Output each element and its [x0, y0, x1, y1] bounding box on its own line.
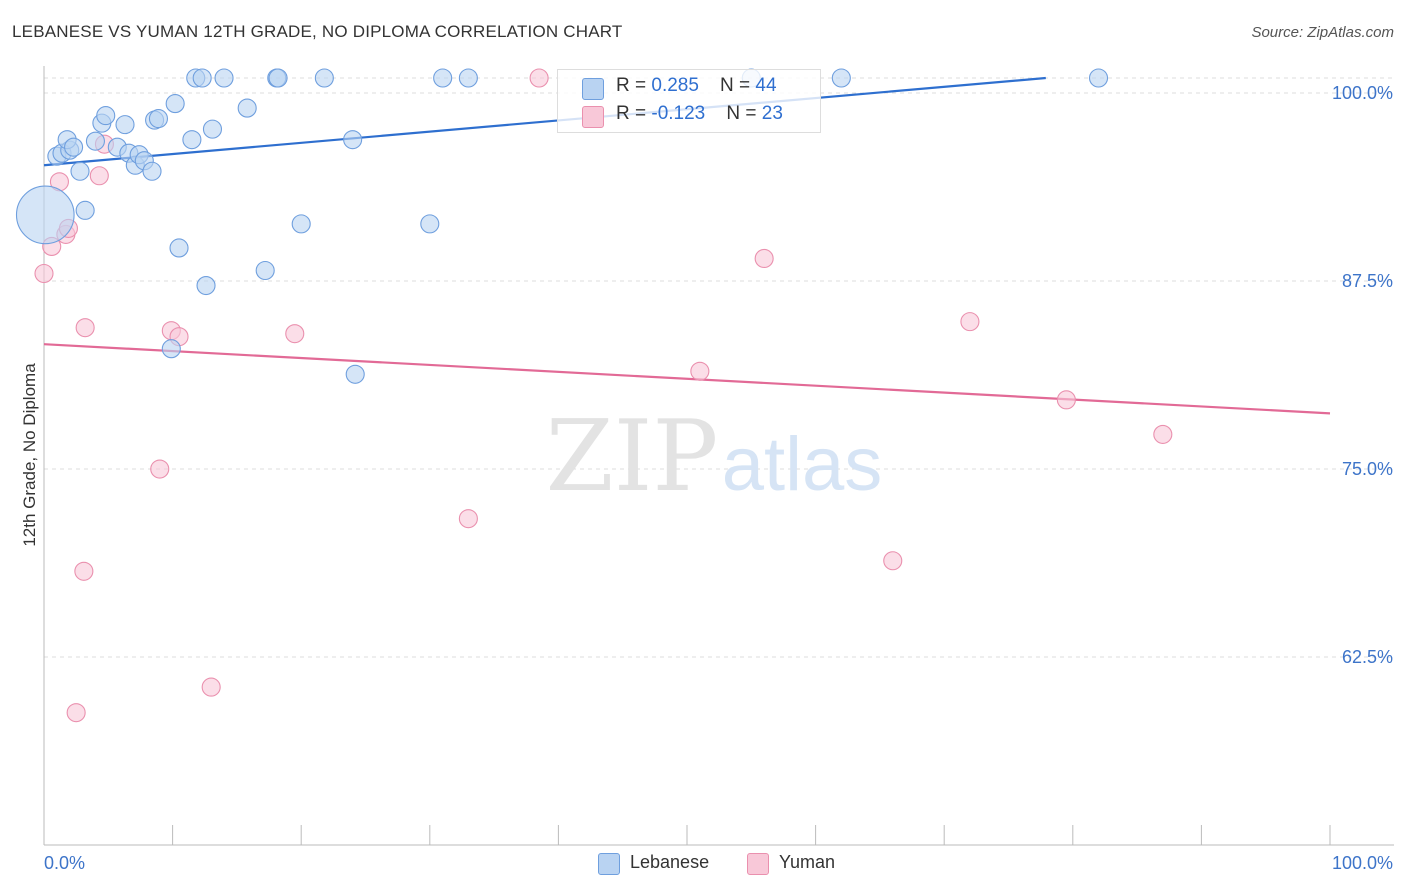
n-value: 44 [755, 75, 777, 96]
yuman-trend-line [43, 343, 1331, 415]
y-tick-label: 87.5% [1342, 271, 1393, 291]
lebanese-point [165, 94, 185, 114]
tick-label-layer: 100.0% 87.5% 75.0% 62.5% 0.0% 100.0% [44, 83, 1393, 873]
watermark: ZIP atlas [546, 400, 883, 514]
yuman-point [458, 509, 478, 529]
n-label: N = [720, 75, 756, 96]
lebanese-point [15, 185, 75, 245]
yuman-point [883, 551, 903, 571]
x-tick-label: 0.0% [44, 853, 85, 873]
lebanese-swatch [582, 78, 604, 100]
n-value: 23 [761, 103, 783, 124]
lebanese-point [458, 68, 478, 88]
lebanese-point [291, 214, 311, 234]
axis-layer [43, 66, 1394, 846]
lebanese-point [831, 68, 851, 88]
lebanese-point [115, 115, 135, 135]
legend-label: Yuman [779, 852, 836, 872]
lebanese-point [70, 161, 90, 181]
lebanese-point [214, 68, 234, 88]
yuman-point [75, 318, 95, 338]
lebanese-point [343, 130, 363, 150]
correlation-stats-box: R = 0.285 N = 44 R = -0.123 N = 23 [557, 69, 821, 133]
lebanese-point [420, 214, 440, 234]
points-layer [15, 68, 1173, 723]
watermark-zip: ZIP [546, 400, 719, 514]
yuman-point [74, 561, 94, 581]
y-tick-label: 75.0% [1342, 459, 1393, 479]
n-label: N = [726, 103, 762, 124]
x-tick-label: 100.0% [1332, 853, 1393, 873]
lebanese-point [182, 130, 202, 150]
r-label: R = [616, 75, 652, 96]
yuman-point [1056, 390, 1076, 410]
lebanese-swatch [598, 853, 620, 875]
legend-label: Lebanese [630, 852, 710, 872]
lebanese-point [268, 68, 288, 88]
lebanese-trend-line [43, 76, 1046, 167]
chart-title: LEBANESE VS YUMAN 12TH GRADE, NO DIPLOMA… [12, 22, 623, 41]
lebanese-point [96, 106, 116, 126]
watermark-atlas: atlas [722, 422, 883, 507]
source-credit: Source: ZipAtlas.com [1251, 24, 1394, 41]
yuman-point [960, 312, 980, 332]
yuman-point [754, 248, 774, 269]
yuman-swatch [747, 853, 769, 875]
lebanese-point [314, 68, 334, 88]
lebanese-point [192, 68, 212, 88]
r-label: R = [616, 103, 652, 124]
lebanese-point [169, 238, 189, 258]
lebanese-point [433, 68, 453, 88]
lebanese-point [1088, 68, 1109, 88]
lebanese-point [345, 364, 365, 384]
y-tick-label: 100.0% [1332, 83, 1393, 103]
yuman-point [529, 68, 549, 88]
grid-layer [44, 77, 1394, 658]
lebanese-point [64, 137, 84, 157]
lebanese-point [196, 275, 216, 296]
lebanese-point [85, 131, 105, 151]
yuman-point [66, 703, 86, 723]
lebanese-point [148, 109, 169, 129]
lebanese-point [142, 161, 162, 181]
yuman-point [89, 166, 109, 186]
yuman-point [201, 677, 221, 697]
r-value: 0.285 [651, 75, 699, 96]
lebanese-point [255, 260, 275, 281]
yuman-point [150, 459, 170, 479]
yuman-point [1153, 424, 1173, 444]
lebanese-point [161, 339, 181, 359]
yuman-point [34, 263, 54, 284]
lebanese-point [202, 119, 223, 139]
lebanese-point [237, 98, 257, 118]
yuman-swatch [582, 106, 604, 128]
r-value: -0.123 [651, 103, 706, 124]
y-tick-label: 62.5% [1342, 647, 1393, 667]
yuman-point [285, 324, 305, 344]
trend-layer [43, 76, 1331, 415]
yuman-point [690, 361, 710, 381]
lebanese-point [75, 200, 95, 220]
